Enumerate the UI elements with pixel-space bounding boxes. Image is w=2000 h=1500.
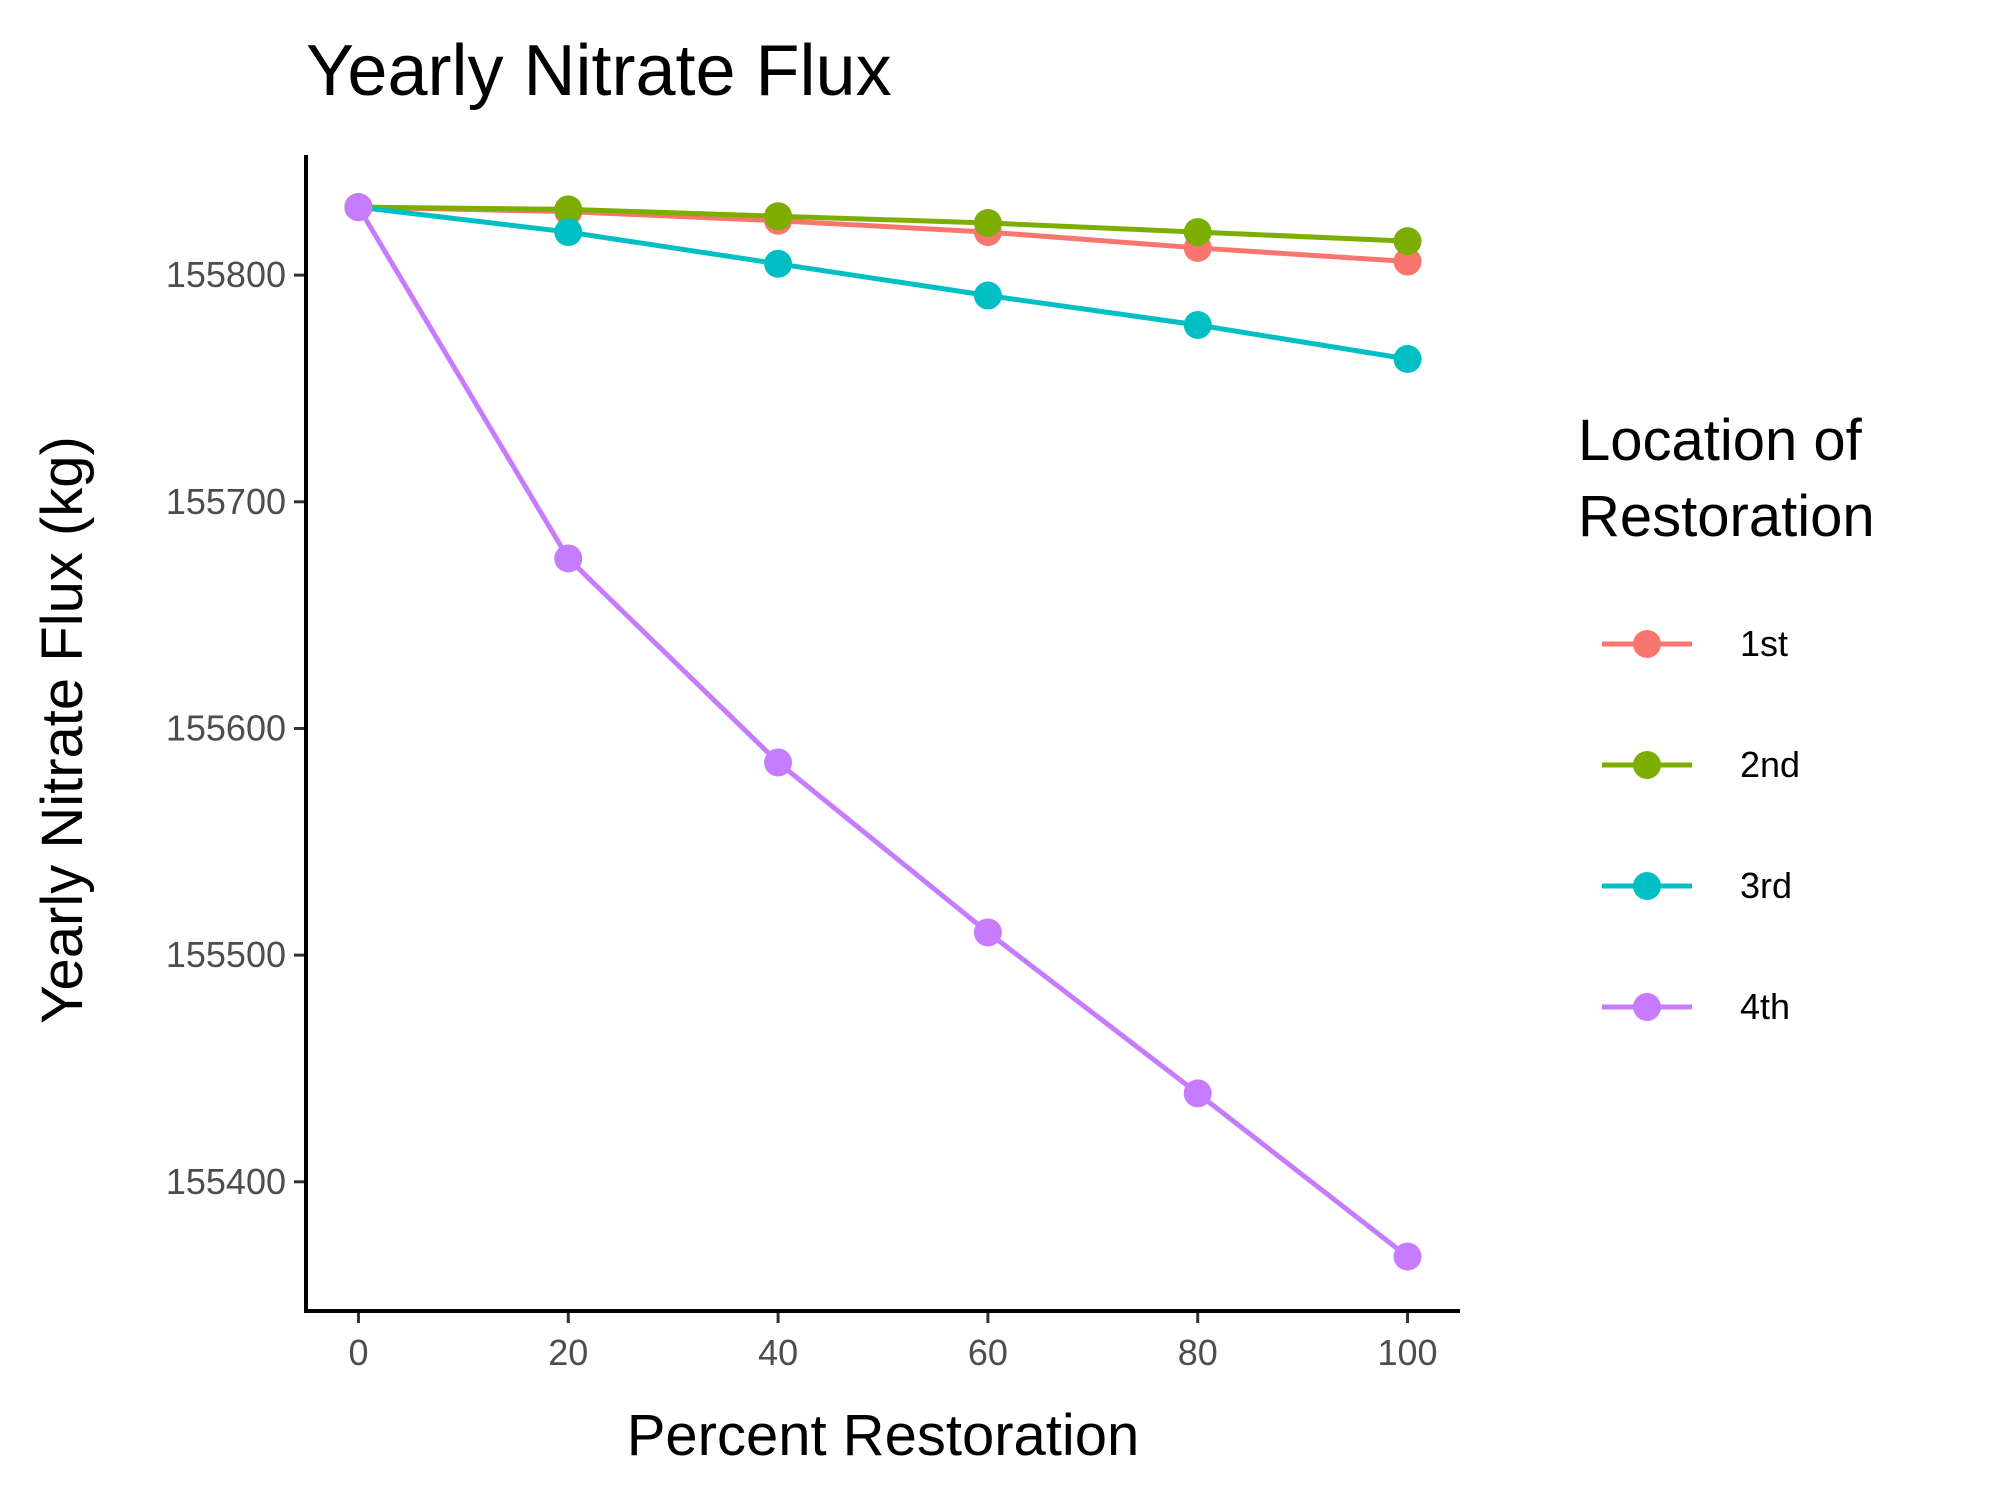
series-line-3rd (358, 204, 1408, 362)
legend-key-point (1633, 993, 1661, 1021)
y-tick-label: 155700 (166, 481, 286, 522)
legend-item-3rd: 3rd (1602, 865, 1792, 906)
data-point-2nd (973, 209, 1002, 237)
data-point-3rd (973, 281, 1002, 310)
data-point-2nd (554, 195, 583, 224)
data-point-4th (1393, 1242, 1422, 1271)
legend-key-point (1633, 872, 1661, 900)
x-tick-label: 60 (968, 1332, 1008, 1373)
data-point-2nd (1183, 218, 1212, 247)
series-line-2nd (358, 204, 1408, 244)
data-point-3rd (1183, 311, 1212, 339)
x-tick-label: 40 (758, 1332, 798, 1373)
data-point-4th (764, 748, 793, 777)
legend-title-line-2: Restoration (1578, 484, 1875, 549)
legend-label: 2nd (1740, 744, 1800, 785)
data-point-2nd (1393, 227, 1422, 256)
y-tick-label: 155600 (166, 707, 286, 748)
legend-key-point (1633, 751, 1661, 779)
x-tick-label: 20 (548, 1332, 588, 1373)
legend: Location of Restoration 1st 2nd 3rd 4th (1578, 408, 1875, 1027)
data-point-3rd (554, 218, 583, 247)
y-axis-title: Yearly Nitrate Flux (kg) (30, 436, 95, 1024)
data-point-3rd (1393, 345, 1422, 373)
series-lines (356, 204, 1410, 1259)
legend-label: 1st (1740, 623, 1788, 664)
x-tick-label: 100 (1378, 1332, 1438, 1373)
legend-label: 4th (1740, 986, 1790, 1027)
x-axis-title: Percent Restoration (627, 1403, 1140, 1468)
data-point-3rd (764, 249, 793, 278)
legend-item-4th: 4th (1602, 986, 1790, 1027)
data-point-4th (344, 193, 373, 222)
data-point-1st (1393, 247, 1422, 276)
data-point-4th (1183, 1079, 1212, 1108)
legend-label: 3rd (1740, 865, 1792, 906)
legend-items: 1st 2nd 3rd 4th (1602, 623, 1800, 1027)
y-axis-ticks: 155400 155500 155600 155700 155800 (166, 254, 306, 1202)
chart-title: Yearly Nitrate Flux (306, 31, 892, 111)
series-line-4th (356, 205, 1410, 1259)
y-tick-label: 155400 (166, 1161, 286, 1202)
data-point-2nd (764, 202, 793, 231)
y-tick-label: 155800 (166, 254, 286, 295)
y-tick-label: 155500 (166, 934, 286, 975)
x-axis-ticks: 0 20 40 60 80 100 (348, 1311, 1438, 1373)
x-tick-label: 80 (1178, 1332, 1218, 1373)
legend-title-line-1: Location of (1578, 408, 1863, 473)
legend-item-1st: 1st (1602, 623, 1788, 664)
data-point-4th (973, 918, 1002, 947)
legend-item-2nd: 2nd (1602, 744, 1800, 785)
series-points (344, 193, 1422, 1271)
data-point-4th (554, 544, 583, 573)
legend-key-point (1633, 630, 1661, 658)
x-tick-label: 0 (348, 1332, 368, 1373)
